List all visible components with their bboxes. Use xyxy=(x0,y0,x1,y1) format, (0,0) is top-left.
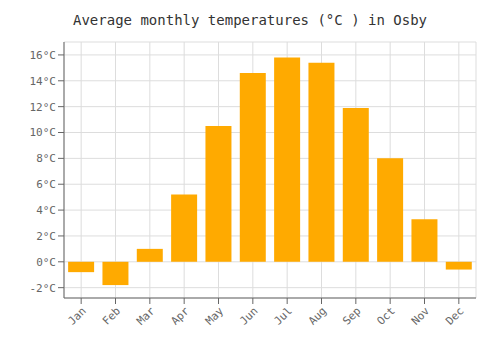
svg-text:12°C: 12°C xyxy=(30,101,57,114)
svg-text:6°C: 6°C xyxy=(36,178,56,191)
svg-text:Jul: Jul xyxy=(272,304,295,327)
svg-text:Jan: Jan xyxy=(66,304,89,327)
svg-text:Mar: Mar xyxy=(134,304,158,328)
svg-text:-2°C: -2°C xyxy=(30,282,57,295)
svg-text:16°C: 16°C xyxy=(30,49,57,62)
svg-text:4°C: 4°C xyxy=(36,204,56,217)
svg-text:8°C: 8°C xyxy=(36,152,56,165)
svg-text:Aug: Aug xyxy=(306,304,329,327)
svg-text:Sep: Sep xyxy=(340,304,363,327)
svg-text:0°C: 0°C xyxy=(36,256,56,269)
svg-text:10°C: 10°C xyxy=(30,126,57,139)
html-text:Average monthly temperatures (: Average monthly temperatures (°C ) in Os… xyxy=(73,12,427,28)
svg-text:Nov: Nov xyxy=(409,304,433,328)
svg-text:Feb: Feb xyxy=(100,304,123,327)
svg-text:Jun: Jun xyxy=(237,304,260,327)
svg-text:Dec: Dec xyxy=(443,304,466,327)
svg-text:2°C: 2°C xyxy=(36,230,56,243)
svg-text:Apr: Apr xyxy=(169,304,193,328)
svg-text:Oct: Oct xyxy=(375,304,398,327)
svg-text:May: May xyxy=(203,304,227,328)
svg-text:14°C: 14°C xyxy=(30,75,57,88)
